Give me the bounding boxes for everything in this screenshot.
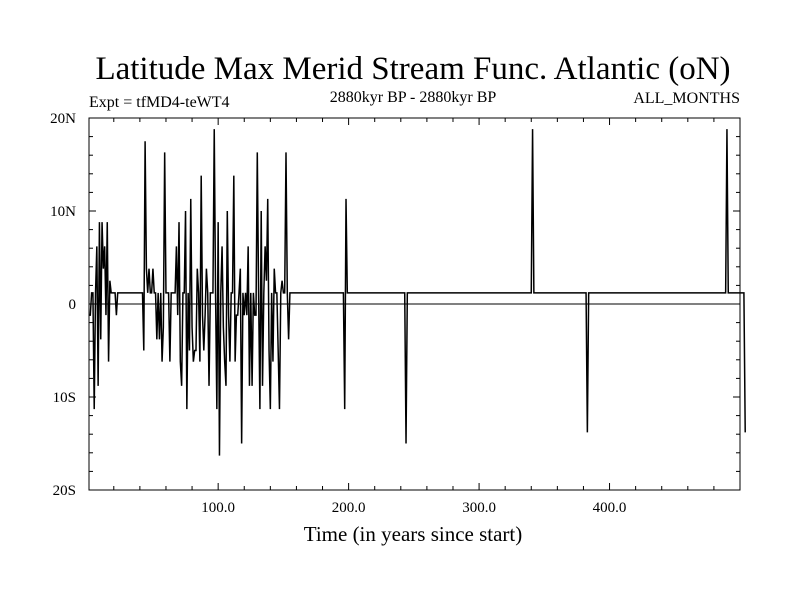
y-tick-label: 10S xyxy=(53,390,76,406)
x-tick-label: 300.0 xyxy=(462,500,496,516)
series-group xyxy=(89,129,746,456)
period-label: 2880kyr BP - 2880kyr BP xyxy=(330,89,497,106)
x-tick-label: 200.0 xyxy=(332,500,366,516)
months-label: ALL_MONTHS xyxy=(633,90,740,107)
x-axis: 100.0 200.0 300.0 400.0 xyxy=(113,118,715,516)
chart-title: Latitude Max Merid Stream Func. Atlantic… xyxy=(95,51,730,87)
y-tick-label: 10N xyxy=(50,204,76,220)
y-axis: 20N 10N 0 10S 20S xyxy=(50,111,740,499)
x-tick-label: 400.0 xyxy=(593,500,627,516)
series-line-0 xyxy=(89,129,746,456)
y-tick-label: 20N xyxy=(50,111,76,127)
y-tick-label: 20S xyxy=(53,483,76,499)
x-axis-label: Time (in years since start) xyxy=(304,522,523,546)
y-tick-label: 0 xyxy=(69,297,77,313)
x-tick-label: 100.0 xyxy=(201,500,235,516)
experiment-label: Expt = tfMD4-teWT4 xyxy=(89,94,230,111)
